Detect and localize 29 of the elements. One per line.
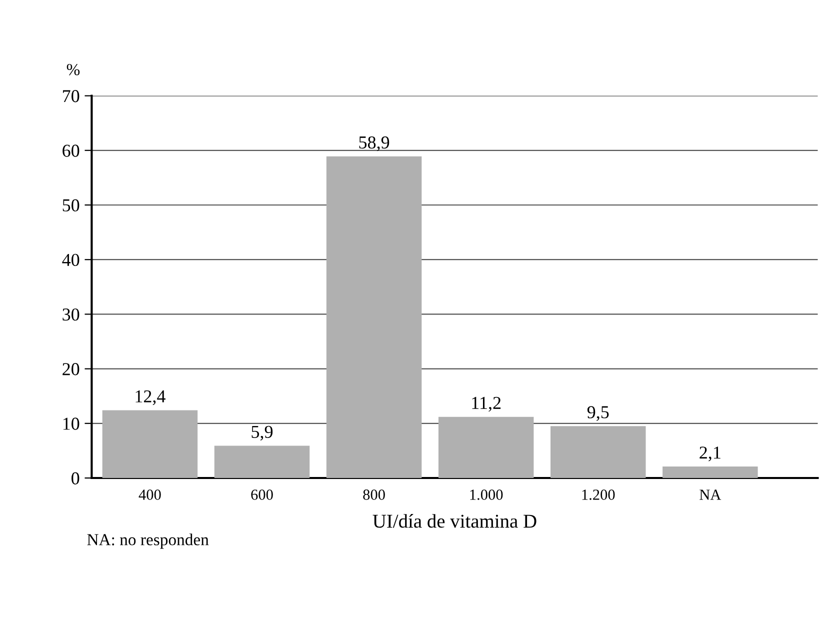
y-tick-label: 30 [62,308,80,321]
y-tick-label: 20 [62,363,80,376]
x-tick-label: 400 [138,490,161,500]
text: NA: no responden [87,534,209,549]
bar [102,410,198,478]
bar [438,416,534,478]
x-axis-title: UI/día de vitamina D [372,514,536,528]
data-label: 58,9 [359,136,390,152]
data-label: 2,1 [700,446,720,462]
bar [662,466,758,478]
data-label: 9,5 [587,406,609,421]
y-tick-label: 70 [63,90,80,102]
y-tick-label: 40 [62,254,80,266]
bar [326,156,422,478]
y-tick-label: 50 [62,199,80,212]
bar [214,446,310,478]
y-tick-label: 0 [72,472,80,484]
data-label: 12,4 [136,390,166,406]
data-label: 11,2 [472,396,501,412]
y-axis-title: % [66,64,80,76]
y-tick-label: 10 [63,418,80,430]
x-tick-label: 600 [251,490,273,500]
x-tick-label: 800 [363,490,385,500]
data-label: 5,9 [252,426,273,441]
x-tick-label: 1.200 [582,490,615,500]
bar [550,426,646,478]
x-tick-label: NA [700,490,722,500]
x-tick-label: 1.000 [470,490,503,500]
y-tick-label: 60 [62,144,80,157]
